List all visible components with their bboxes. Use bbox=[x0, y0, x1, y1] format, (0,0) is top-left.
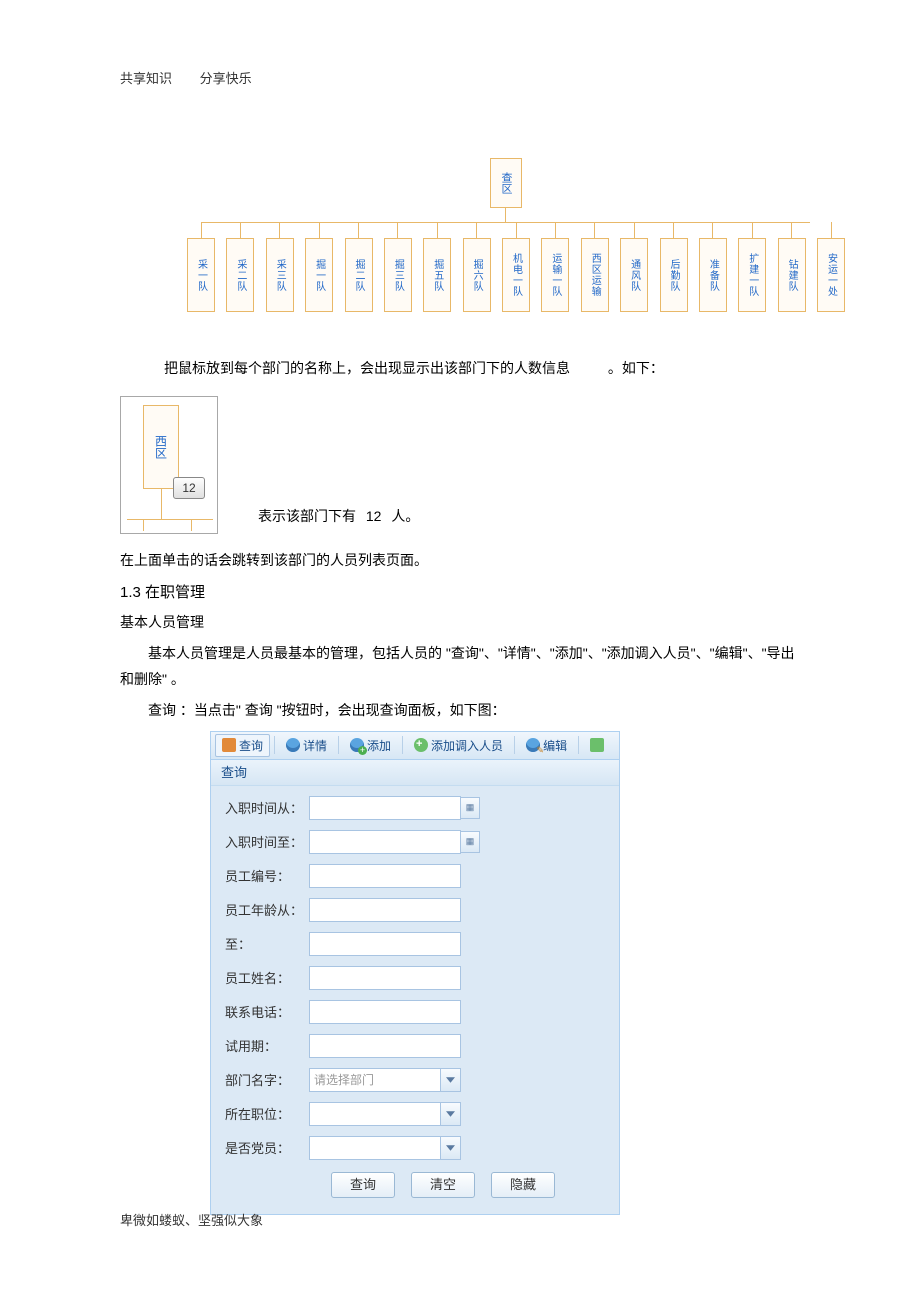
header-right: 分享快乐 bbox=[200, 71, 252, 86]
detail-icon bbox=[286, 738, 300, 752]
org-dept-label: 西区运输 bbox=[581, 238, 609, 312]
export-icon bbox=[590, 738, 604, 752]
header-left: 共享知识 bbox=[120, 71, 172, 86]
combo-position[interactable] bbox=[309, 1102, 461, 1126]
org-dept-node[interactable]: 运输一队 bbox=[540, 222, 570, 320]
label-dept: 部门名字： bbox=[225, 1070, 309, 1089]
hide-button[interactable]: 隐藏 bbox=[491, 1172, 555, 1198]
toolbar-transfer-button[interactable]: 添加调入人员 bbox=[407, 734, 510, 757]
nav-note: 在上面单击的话会跳转到该部门的人员列表页面。 bbox=[120, 548, 800, 573]
org-dept-label: 机电一队 bbox=[502, 238, 530, 312]
org-dept-node[interactable]: 采二队 bbox=[225, 222, 255, 320]
org-chart: 查区 采一队采二队采三队掘一队掘二队掘三队掘五队掘六队机电一队运输一队西区运输通… bbox=[170, 120, 850, 330]
tooltip-figure: 西区 12 bbox=[120, 396, 218, 534]
label-emp-no: 员工编号： bbox=[225, 866, 309, 885]
query-panel: 查询 详情 添加 添加调入人员 编辑 bbox=[210, 731, 620, 1215]
input-entry-to[interactable] bbox=[309, 830, 461, 854]
page-footer: 卑微如蝼蚁、坚强似大象 bbox=[120, 1210, 263, 1229]
org-dept-label: 扩建一队 bbox=[738, 238, 766, 312]
org-top-node[interactable]: 查区 bbox=[490, 158, 522, 208]
label-trial: 试用期： bbox=[225, 1036, 309, 1055]
org-dept-node[interactable]: 采三队 bbox=[265, 222, 295, 320]
org-dept-label: 掘一队 bbox=[305, 238, 333, 312]
label-entry-from: 入职时间从： bbox=[225, 798, 309, 817]
date-trigger-from[interactable]: ▦ bbox=[460, 797, 480, 819]
org-dept-label: 掘五队 bbox=[423, 238, 451, 312]
label-position: 所在职位： bbox=[225, 1104, 309, 1123]
toolbar-export-button[interactable] bbox=[583, 735, 611, 755]
input-emp-no[interactable] bbox=[309, 864, 461, 888]
org-dept-node[interactable]: 通风队 bbox=[619, 222, 649, 320]
label-age-to: 至： bbox=[225, 934, 309, 953]
org-dept-node[interactable]: 后勤队 bbox=[659, 222, 689, 320]
label-age-from: 员工年龄从： bbox=[225, 900, 309, 919]
para-query: 查询 ：当点击" 查询 "按钮时，会出现查询面板，如下图： bbox=[120, 698, 800, 723]
org-dept-node[interactable]: 掘五队 bbox=[422, 222, 452, 320]
org-dept-node[interactable]: 掘一队 bbox=[304, 222, 334, 320]
panel-toolbar: 查询 详情 添加 添加调入人员 编辑 bbox=[211, 732, 619, 760]
label-name: 员工姓名： bbox=[225, 968, 309, 987]
toolbar-query-button[interactable]: 查询 bbox=[215, 734, 270, 757]
org-dept-label: 掘三队 bbox=[384, 238, 412, 312]
chevron-down-icon[interactable] bbox=[440, 1103, 460, 1125]
org-dept-label: 运输一队 bbox=[541, 238, 569, 312]
org-dept-node[interactable]: 西区运输 bbox=[580, 222, 610, 320]
input-entry-from[interactable] bbox=[309, 796, 461, 820]
org-dept-label: 准备队 bbox=[699, 238, 727, 312]
chevron-down-icon[interactable] bbox=[440, 1137, 460, 1159]
org-dept-label: 采一队 bbox=[187, 238, 215, 312]
input-age-from[interactable] bbox=[309, 898, 461, 922]
org-dept-label: 通风队 bbox=[620, 238, 648, 312]
add-person-icon bbox=[350, 738, 364, 752]
org-dept-node[interactable]: 准备队 bbox=[698, 222, 728, 320]
label-entry-to: 入职时间至： bbox=[225, 832, 309, 851]
page-header: 共享知识 分享快乐 bbox=[120, 68, 276, 87]
toolbar-detail-button[interactable]: 详情 bbox=[279, 734, 334, 757]
search-icon bbox=[222, 738, 236, 752]
clear-button[interactable]: 清空 bbox=[411, 1172, 475, 1198]
input-trial[interactable] bbox=[309, 1034, 461, 1058]
org-caption: 把鼠标放到每个部门的名称上，会出现显示出该部门下的人数信息 。如下： bbox=[164, 358, 800, 378]
org-dept-node[interactable]: 采一队 bbox=[186, 222, 216, 320]
org-dept-label: 掘二队 bbox=[345, 238, 373, 312]
input-name[interactable] bbox=[309, 966, 461, 990]
para-desc: 基本人员管理是人员最基本的管理，包括人员的 "查询"、"详情"、"添加"、"添加… bbox=[120, 641, 800, 691]
org-dept-label: 钻建队 bbox=[778, 238, 806, 312]
input-phone[interactable] bbox=[309, 1000, 461, 1024]
toolbar-add-button[interactable]: 添加 bbox=[343, 734, 398, 757]
org-dept-node[interactable]: 扩建一队 bbox=[737, 222, 767, 320]
org-dept-node[interactable]: 掘三队 bbox=[383, 222, 413, 320]
search-button[interactable]: 查询 bbox=[331, 1172, 395, 1198]
add-transfer-icon bbox=[414, 738, 428, 752]
org-dept-label: 安运一处 bbox=[817, 238, 845, 312]
org-dept-label: 采三队 bbox=[266, 238, 294, 312]
subsection: 基本人员管理 bbox=[120, 610, 800, 635]
org-dept-node[interactable]: 钻建队 bbox=[777, 222, 807, 320]
tooltip-explain: 表示该部门下有 12 人。 bbox=[258, 506, 419, 534]
org-dept-node[interactable]: 机电一队 bbox=[501, 222, 531, 320]
label-phone: 联系电话： bbox=[225, 1002, 309, 1021]
org-dept-node[interactable]: 安运一处 bbox=[816, 222, 846, 320]
org-dept-label: 掘六队 bbox=[463, 238, 491, 312]
date-trigger-to[interactable]: ▦ bbox=[460, 831, 480, 853]
input-age-to[interactable] bbox=[309, 932, 461, 956]
org-dept-label: 后勤队 bbox=[660, 238, 688, 312]
org-dept-label: 采二队 bbox=[226, 238, 254, 312]
toolbar-edit-button[interactable]: 编辑 bbox=[519, 734, 574, 757]
org-dept-node[interactable]: 掘二队 bbox=[344, 222, 374, 320]
panel-title: 查询 bbox=[211, 760, 619, 786]
section-heading: 1.3 在职管理 bbox=[120, 579, 800, 606]
org-dept-node[interactable]: 掘六队 bbox=[462, 222, 492, 320]
combo-dept[interactable]: 请选择部门 bbox=[309, 1068, 461, 1092]
edit-icon bbox=[526, 738, 540, 752]
tooltip-count-badge: 12 bbox=[173, 477, 205, 499]
combo-party[interactable] bbox=[309, 1136, 461, 1160]
label-party: 是否党员： bbox=[225, 1138, 309, 1157]
chevron-down-icon[interactable] bbox=[440, 1069, 460, 1091]
